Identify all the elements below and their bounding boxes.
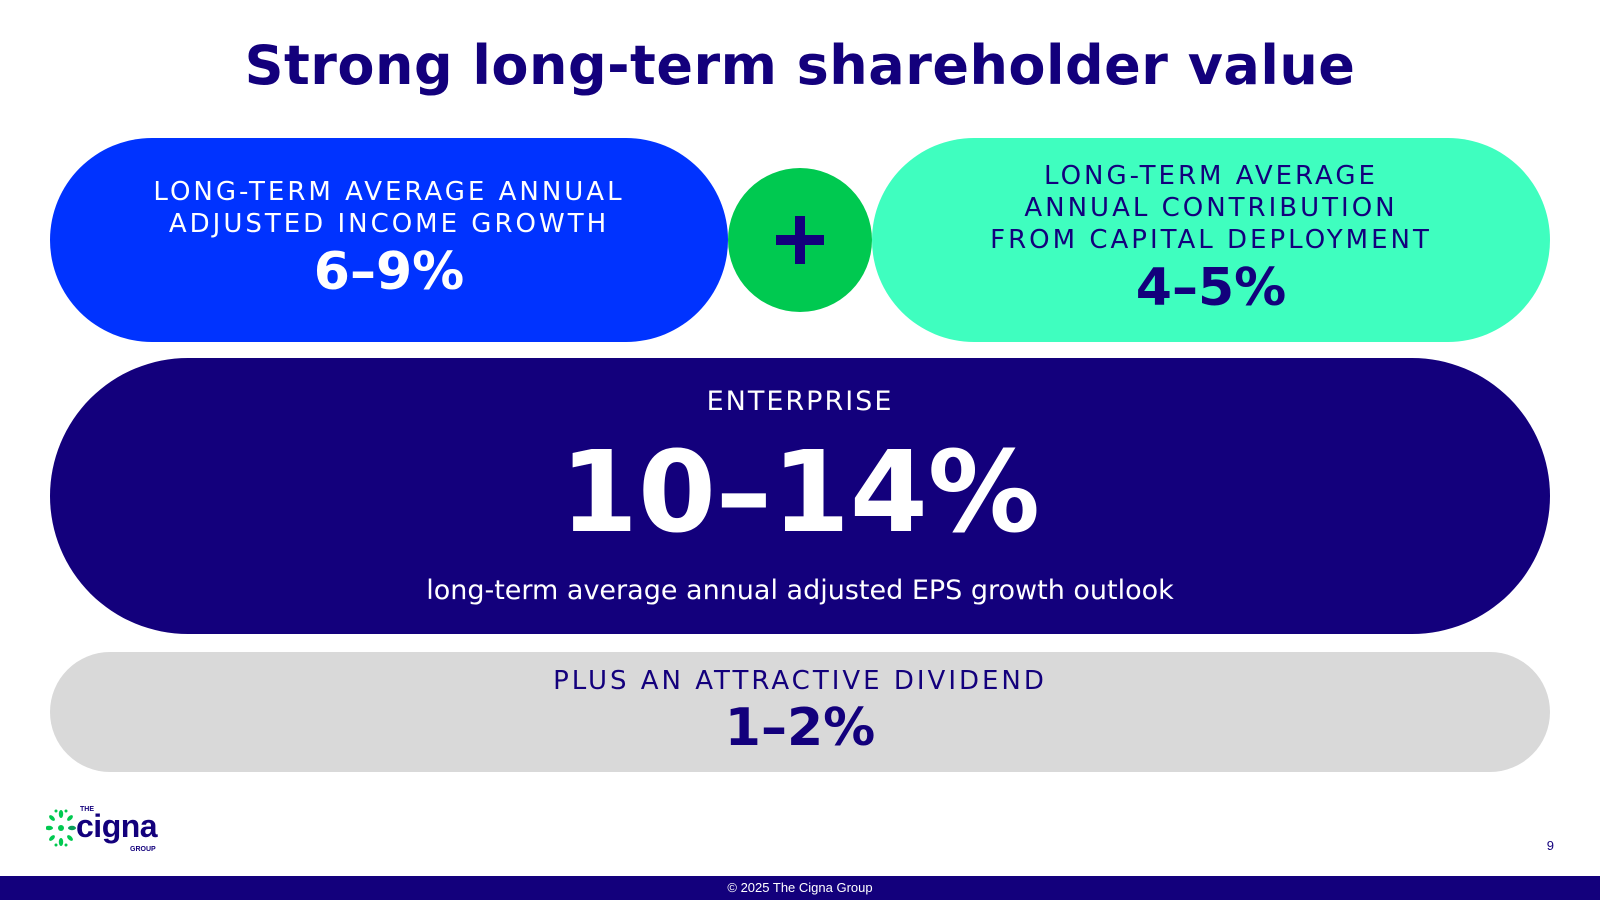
logo-cigna-text: cigna: [76, 808, 158, 844]
enterprise-pill: ENTERPRISE 10–14% long-term average annu…: [50, 358, 1550, 634]
logo-the-text: THE: [80, 806, 94, 813]
dividend-pill: PLUS AN ATTRACTIVE DIVIDEND 1–2%: [50, 652, 1550, 772]
dividend-value: 1–2%: [724, 698, 876, 758]
income-growth-label-line2: ADJUSTED INCOME GROWTH: [168, 209, 610, 239]
slide-title: Strong long-term shareholder value: [244, 34, 1356, 97]
enterprise-description: long-term average annual adjusted EPS gr…: [426, 575, 1174, 606]
income-growth-pill: LONG-TERM AVERAGE ANNUAL ADJUSTED INCOME…: [50, 138, 728, 342]
footer-bar: © 2025 The Cigna Group: [0, 876, 1600, 900]
page-number: 9: [1546, 838, 1554, 853]
capital-deployment-label-line3: FROM CAPITAL DEPLOYMENT: [990, 225, 1432, 255]
plus-vertical-bar: [795, 216, 805, 264]
capital-deployment-label-line1: LONG-TERM AVERAGE: [1044, 161, 1378, 191]
footer-copyright: © 2025 The Cigna Group: [727, 880, 873, 895]
capital-deployment-pill: LONG-TERM AVERAGE ANNUAL CONTRIBUTION FR…: [872, 138, 1550, 342]
dividend-label: PLUS AN ATTRACTIVE DIVIDEND: [553, 666, 1047, 696]
logo-group-text: GROUP: [130, 846, 156, 853]
enterprise-label: ENTERPRISE: [706, 386, 894, 417]
income-growth-value: 6–9%: [313, 242, 465, 302]
income-growth-label-line1: LONG-TERM AVERAGE ANNUAL: [153, 177, 625, 207]
enterprise-value: 10–14%: [560, 428, 1040, 558]
cigna-leaf-icon: [46, 809, 76, 847]
cigna-group-logo: THE cigna GROUP: [46, 806, 176, 854]
plus-icon: [728, 168, 872, 312]
capital-deployment-label-line2: ANNUAL CONTRIBUTION: [1024, 193, 1398, 223]
capital-deployment-value: 4–5%: [1135, 258, 1287, 318]
